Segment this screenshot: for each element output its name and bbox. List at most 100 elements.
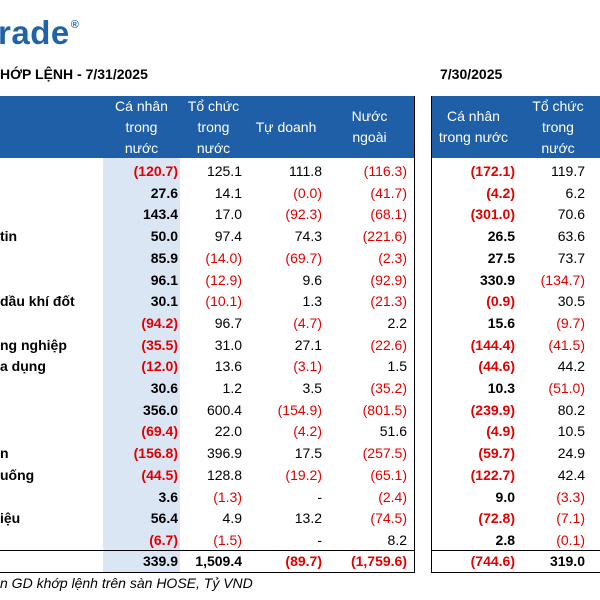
column-header: Nước ngoài [351, 108, 388, 145]
table-cell: (92.3) [285, 206, 322, 223]
table-cell: 56.4 [150, 510, 178, 527]
row-label: n [0, 445, 9, 462]
table-cell: 51.6 [379, 423, 407, 440]
table-cell: 1.5 [387, 358, 407, 375]
header-bar-right [431, 96, 600, 158]
table-cell: 3.6 [158, 488, 178, 505]
table-cell: 42.4 [557, 466, 585, 483]
table-cell: (12.9) [205, 271, 242, 288]
total-cell: (89.7) [285, 553, 322, 569]
table-cell: (69.4) [141, 423, 178, 440]
column-header: Tổ chức trong nước [187, 97, 240, 156]
table-cell: (9.7) [556, 314, 585, 331]
table-cell: (22.6) [370, 336, 407, 353]
table-cell: 80.2 [557, 401, 585, 418]
table-cell: 1.3 [302, 293, 322, 310]
table-cell: (19.2) [285, 466, 322, 483]
table-cell: (257.5) [362, 445, 407, 462]
table-cell: - [317, 531, 322, 548]
table-cell: 30.1 [150, 293, 178, 310]
table-cell: 30.6 [150, 380, 178, 396]
table-cell: (0.1) [556, 531, 585, 548]
total-cell: 319.0 [549, 553, 585, 569]
table-cell: (4.2) [293, 423, 322, 440]
table-cell: (0.9) [486, 293, 515, 310]
table-cell: 9.0 [495, 488, 515, 505]
table-cell: 26.5 [487, 228, 515, 245]
table-cell: (3.3) [556, 488, 585, 505]
table-cell: (68.1) [370, 206, 407, 223]
table-cell: 97.4 [214, 228, 242, 245]
table-cell: 17.0 [214, 206, 242, 223]
highlight-column [103, 158, 180, 572]
table-cell: (301.0) [470, 206, 515, 223]
table-cell: 85.9 [150, 249, 178, 266]
table-rule [0, 572, 414, 573]
table-cell: 125.1 [206, 163, 242, 179]
table-cell: (172.1) [470, 163, 515, 179]
table-cell: (69.7) [285, 249, 322, 266]
table-cell: (94.2) [141, 314, 178, 331]
table-cell: (1.5) [213, 531, 242, 548]
table-cell: (74.5) [370, 510, 407, 527]
table-cell: 4.9 [222, 510, 242, 527]
table-cell: 10.3 [487, 380, 515, 396]
table-cell: 70.6 [557, 206, 585, 223]
table-cell: 13.2 [294, 510, 322, 527]
table-cell: (2.4) [378, 488, 407, 505]
row-label: iệu [0, 510, 21, 527]
table-cell: (41.7) [370, 184, 407, 201]
table-cell: (122.7) [470, 466, 515, 483]
table-cell: (14.0) [205, 249, 242, 266]
table-cell: (221.6) [362, 228, 407, 245]
table-cell: (0.0) [293, 184, 322, 201]
table-cell: 8.2 [387, 531, 407, 548]
row-label: ng nghiệp [0, 336, 67, 353]
table-rule [431, 572, 600, 573]
table-cell: (72.8) [478, 510, 515, 527]
table-cell: 6.2 [565, 184, 585, 201]
table-cell: (44.6) [478, 358, 515, 375]
table-cell: 2.8 [495, 531, 515, 548]
table-cell: 96.1 [150, 271, 178, 288]
table-cell: 143.4 [142, 206, 178, 223]
table-rule [0, 550, 414, 551]
table-cell: (4.2) [486, 184, 515, 201]
row-label: a dụng [0, 358, 46, 375]
header-bar-left [0, 96, 414, 158]
table-cell: 31.0 [214, 336, 242, 353]
column-header: Tổ chức trong nước [532, 97, 584, 156]
table-cell: 1.2 [222, 380, 242, 396]
table-cell: 2.2 [387, 314, 407, 331]
table-cell: 63.6 [557, 228, 585, 245]
table-cell: 119.7 [551, 163, 585, 179]
table-cell: (144.4) [470, 336, 515, 353]
table-cell: 74.3 [294, 228, 322, 245]
table-cell: 27.5 [487, 249, 515, 266]
table-cell: 14.1 [214, 184, 242, 201]
table-cell: (7.1) [556, 510, 585, 527]
table-cell: (51.0) [548, 380, 585, 396]
total-cell: (1,759.6) [350, 553, 407, 569]
table-cell: (44.5) [141, 466, 178, 483]
table-cell: 3.5 [302, 380, 322, 396]
table-cell: (35.2) [370, 380, 407, 396]
table-cell: 44.2 [557, 358, 585, 375]
table-cell: (6.7) [149, 531, 178, 548]
table-cell: 17.5 [294, 445, 322, 462]
table-cell: (116.3) [363, 163, 407, 179]
table-cell: 27.1 [294, 336, 322, 353]
table-title-left: HỚP LỆNH - 7/31/2025 [0, 66, 148, 82]
table-cell: (120.7) [133, 163, 178, 179]
table-cell: (3.1) [293, 358, 322, 375]
table-cell: - [317, 488, 322, 505]
table-rule [414, 96, 415, 573]
table-rule [431, 550, 600, 551]
table-cell: (21.3) [370, 293, 407, 310]
table-cell: 73.7 [557, 249, 585, 266]
table-cell: (801.5) [362, 401, 407, 418]
total-cell: (744.6) [470, 553, 515, 569]
table-cell: 128.8 [206, 466, 242, 483]
table-cell: 600.4 [206, 401, 242, 418]
row-label: uống [0, 466, 35, 483]
